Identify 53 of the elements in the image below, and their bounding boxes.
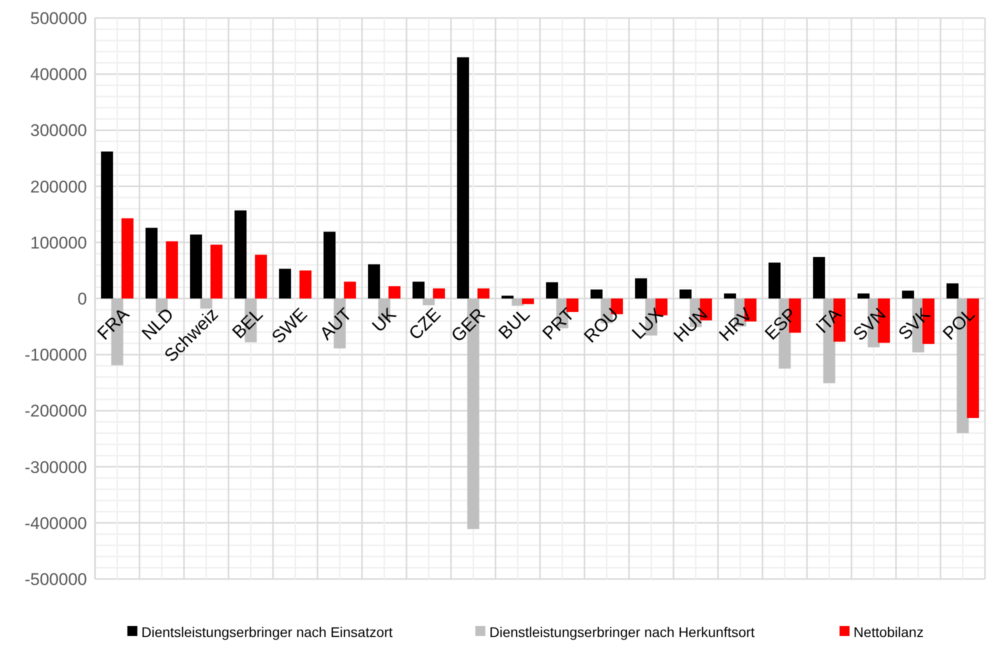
- y-tick-label: 500000: [30, 8, 87, 28]
- y-tick-label: -200000: [24, 402, 87, 421]
- y-tick-label: -100000: [24, 346, 87, 365]
- bar: [813, 256, 826, 298]
- y-tick-label: -500000: [24, 570, 87, 589]
- bar: [368, 264, 380, 298]
- bar: [522, 298, 534, 304]
- bar: [858, 293, 870, 298]
- legend-label: Dientsleistungserbringer nach Einsatzort: [141, 624, 393, 640]
- x-tick-label: UK: [368, 304, 400, 336]
- x-tick-label: BUL: [494, 304, 534, 343]
- bar: [412, 282, 425, 298]
- bar: [190, 234, 202, 298]
- bar: [146, 228, 158, 298]
- bar: [200, 298, 212, 309]
- bar: [902, 290, 914, 298]
- legend-label: Dienstleistungserbringer nach Herkunftsort: [489, 624, 755, 640]
- y-tick-label: -400000: [24, 514, 87, 533]
- bar: [502, 296, 514, 298]
- y-tick-label: 300000: [30, 121, 87, 140]
- bar: [299, 270, 312, 298]
- bar: [279, 268, 292, 298]
- bar: [546, 282, 558, 298]
- bar: [254, 254, 267, 298]
- bar: [210, 244, 222, 298]
- bar: [344, 282, 356, 298]
- bar: [724, 293, 736, 298]
- bar: [477, 288, 490, 298]
- x-tick-label: BEL: [228, 304, 266, 342]
- y-tick-label: 100000: [30, 233, 87, 252]
- x-tick-label: ITA: [812, 304, 845, 338]
- bar: [946, 283, 959, 298]
- x-tick-label: CZE: [404, 304, 444, 344]
- y-tick-label: -300000: [24, 458, 87, 477]
- bar: [324, 232, 336, 298]
- bar: [388, 286, 400, 298]
- bar: [432, 288, 445, 298]
- bar: [166, 241, 178, 298]
- bar: [422, 298, 435, 306]
- y-tick-label: 200000: [30, 177, 87, 196]
- legend-label: Nettobilanz: [854, 624, 924, 640]
- bar: [457, 57, 470, 298]
- bar: [635, 278, 648, 298]
- bar: [121, 218, 134, 298]
- y-tick-label: 400000: [30, 65, 87, 84]
- bar: [680, 290, 692, 298]
- y-tick-label: 0: [78, 289, 87, 308]
- x-tick-label: POL: [938, 304, 978, 344]
- bar: [768, 262, 781, 298]
- bar: [234, 210, 247, 298]
- bar: [101, 152, 114, 298]
- x-tick-label: FRA: [93, 304, 133, 344]
- bar: [590, 290, 603, 298]
